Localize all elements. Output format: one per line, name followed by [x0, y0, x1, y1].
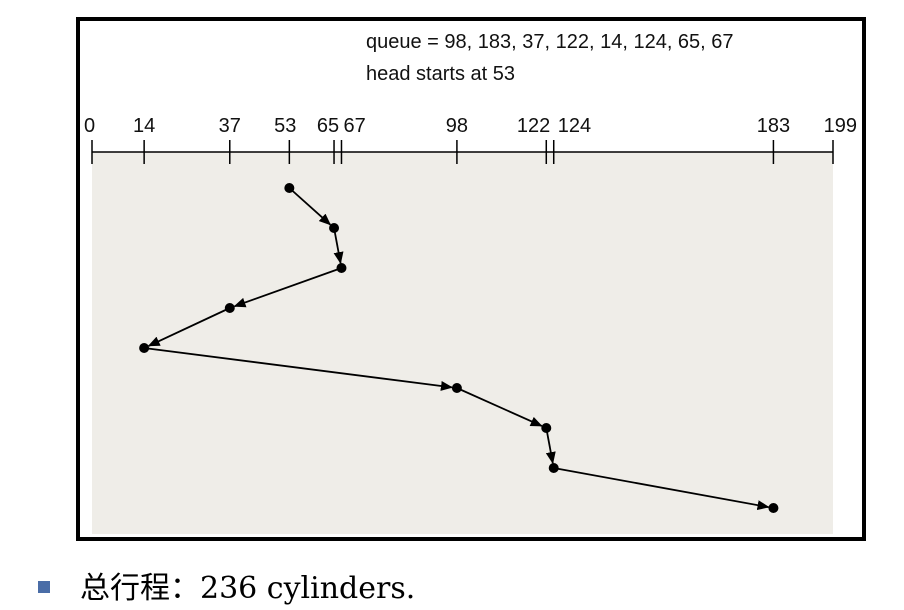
tick-label: 199 — [824, 115, 857, 137]
path-point — [541, 423, 552, 433]
path-point — [768, 503, 779, 513]
head-movement-path — [139, 183, 779, 513]
plot-background — [92, 152, 833, 534]
cylinder-axis: 0 14 37 53 65 67 98 122 124 183 199 — [84, 115, 857, 164]
path-point — [139, 343, 150, 353]
path-point — [224, 303, 235, 313]
path-segment — [456, 387, 543, 427]
tick-label: 14 — [133, 115, 155, 137]
path-point — [336, 263, 347, 273]
tick-label: 37 — [219, 115, 241, 137]
path-point — [451, 383, 462, 393]
path-segment — [288, 187, 332, 226]
summary-text: 总行程：236 cylinders. — [80, 571, 416, 606]
head-caption: head starts at 53 — [366, 63, 515, 85]
scheduling-diagram: queue = 98, 183, 37, 122, 14, 124, 65, 6… — [76, 17, 866, 541]
path-segment — [553, 467, 770, 511]
tick-label: 122 — [517, 115, 550, 137]
path-segment — [144, 347, 453, 391]
tick-label: 65 — [317, 115, 339, 137]
path-segment — [147, 307, 231, 347]
path-point — [284, 183, 295, 193]
tick-label: 98 — [446, 115, 468, 137]
path-segment — [333, 227, 344, 265]
tick-label: 67 — [343, 115, 365, 137]
tick-label: 124 — [558, 115, 591, 137]
path-segment — [545, 427, 556, 465]
bullet-square-icon — [38, 581, 50, 593]
queue-caption: queue = 98, 183, 37, 122, 14, 124, 65, 6… — [366, 31, 734, 53]
track-plot: 0 14 37 53 65 67 98 122 124 183 199 — [84, 115, 857, 534]
tick-label: 0 — [84, 115, 95, 137]
path-segment — [233, 267, 342, 308]
path-point — [329, 223, 340, 233]
path-point — [548, 463, 559, 473]
tick-label: 53 — [274, 115, 296, 137]
tick-label: 183 — [757, 115, 790, 137]
summary-row: 总行程：236 cylinders. — [38, 563, 415, 607]
